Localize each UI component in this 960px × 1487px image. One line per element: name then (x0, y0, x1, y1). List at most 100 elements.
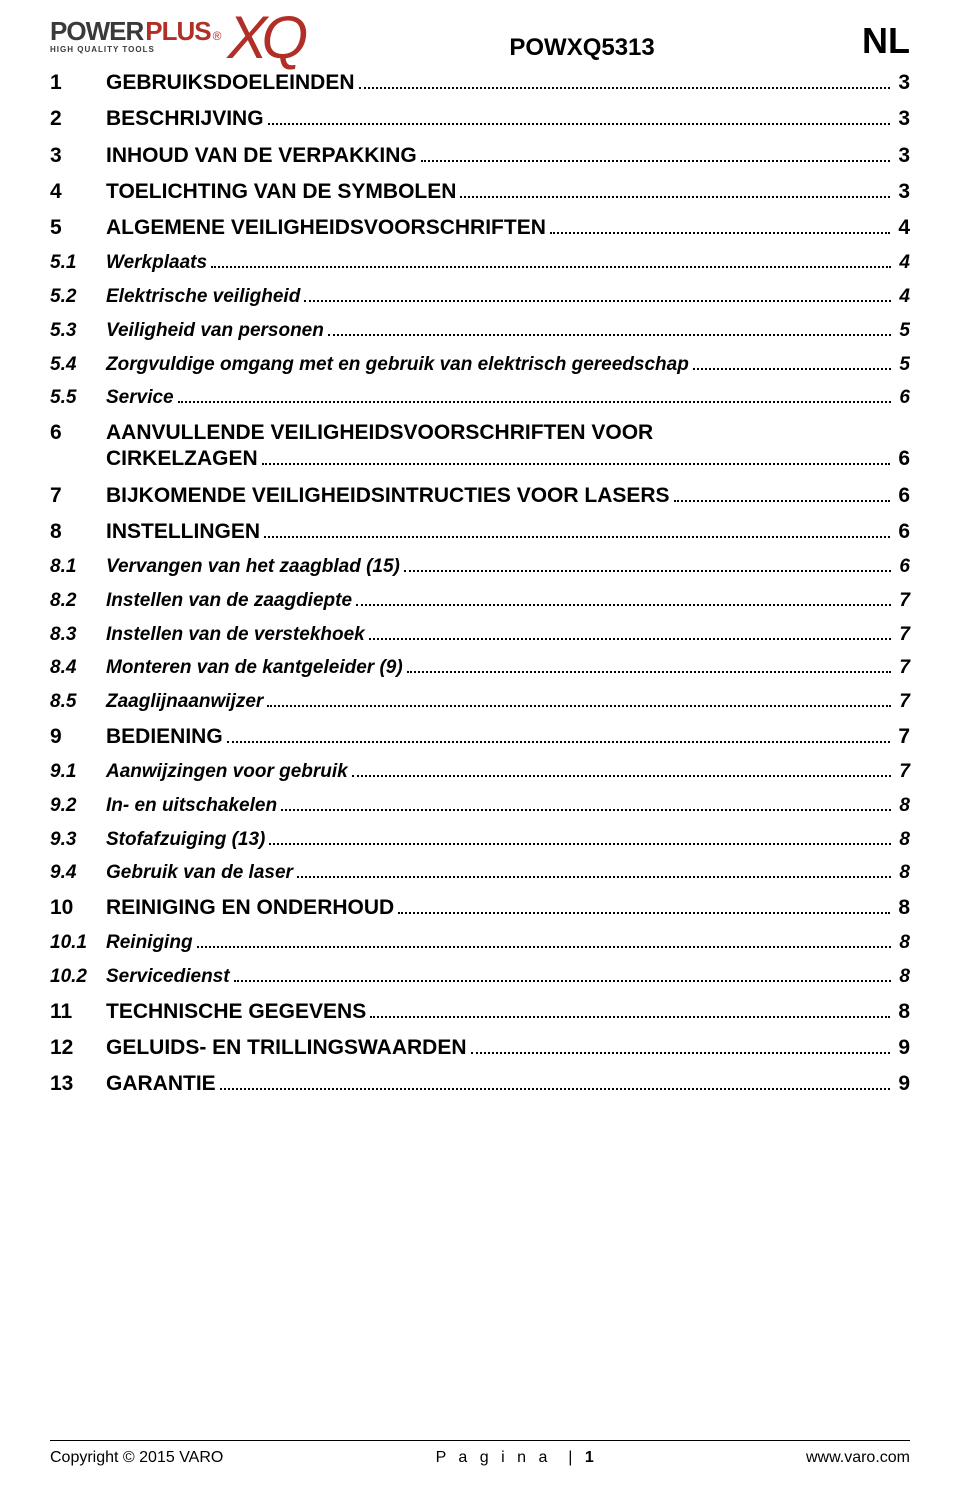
toc-title: Stofafzuiging (13) (106, 828, 265, 852)
toc-page: 9 (894, 1071, 910, 1097)
toc-row: 10REINIGING EN ONDERHOUD 8 (50, 895, 910, 921)
page-footer: Copyright © 2015 VARO P a g i n a | 1 ww… (50, 1440, 910, 1467)
toc-leader (407, 658, 892, 673)
toc-row: 9.3Stofafzuiging (13)8 (50, 828, 910, 852)
toc-title: Servicedienst (106, 965, 230, 989)
toc-leader (370, 1001, 890, 1018)
toc-title: Aanwijzingen voor gebruik (106, 760, 348, 784)
toc-title: GELUIDS- EN TRILLINGSWAARDEN (106, 1035, 467, 1061)
toc-page: 5 (895, 319, 910, 343)
toc-leader (262, 448, 891, 465)
brand-logo: POWER PLUS ® HIGH QUALITY TOOLS XQ (50, 14, 302, 62)
toc-leader (359, 72, 891, 89)
toc-leader (328, 321, 892, 336)
toc-row: 7BIJKOMENDE VEILIGHEIDSINTRUCTIES VOOR L… (50, 483, 910, 509)
powerplus-logo: POWER PLUS ® HIGH QUALITY TOOLS (50, 14, 221, 54)
toc-page: 8 (894, 895, 910, 921)
toc-page: 6 (894, 519, 910, 545)
toc-page: 6 (894, 483, 910, 509)
toc-leader (369, 624, 892, 639)
toc-leader (281, 796, 891, 811)
footer-center: P a g i n a | 1 (436, 1449, 594, 1467)
toc-row: 5.2Elektrische veiligheid4 (50, 285, 910, 309)
toc-title: TOELICHTING VAN DE SYMBOLEN (106, 179, 456, 205)
toc-title: BEDIENING (106, 724, 223, 750)
toc-row: 10.2Servicedienst 8 (50, 965, 910, 989)
toc-number: 9.3 (50, 828, 106, 852)
toc-title: Gebruik van de laser (106, 861, 293, 885)
toc-number: 9.1 (50, 760, 106, 784)
toc-number: 10 (50, 895, 106, 921)
toc-page: 4 (895, 251, 910, 275)
toc-number: 1 (50, 70, 106, 96)
toc-title: TECHNISCHE GEGEVENS (106, 999, 366, 1025)
toc-page: 8 (895, 931, 910, 955)
toc-number: 10.1 (50, 931, 106, 955)
toc-page: 3 (894, 70, 910, 96)
toc-page: 7 (895, 589, 910, 613)
toc-number: 8.2 (50, 589, 106, 613)
toc-page: 6 (894, 446, 910, 472)
toc-number: 13 (50, 1071, 106, 1097)
toc-row: 10.1Reiniging8 (50, 931, 910, 955)
toc-page: 9 (894, 1035, 910, 1061)
table-of-contents: 1GEBRUIKSDOELEINDEN3 2BESCHRIJVING 3 3INHOU… (50, 70, 910, 1098)
toc-title: Veiligheid van personen (106, 319, 324, 343)
toc-leader (297, 863, 892, 878)
header-lang: NL (862, 14, 910, 62)
toc-row: 5.1Werkplaats4 (50, 251, 910, 275)
toc-title-block: AANVULLENDE VEILIGHEIDSVOORSCHRIFTEN VOO… (106, 420, 910, 473)
toc-row: 9.2In- en uitschakelen8 (50, 794, 910, 818)
toc-leader (460, 181, 890, 198)
toc-row: 1GEBRUIKSDOELEINDEN3 (50, 70, 910, 96)
toc-row: 6AANVULLENDE VEILIGHEIDSVOORSCHRIFTEN VO… (50, 420, 910, 473)
toc-row: 5.4Zorgvuldige omgang met en gebruik van… (50, 353, 910, 377)
toc-title: INSTELLINGEN (106, 519, 260, 545)
toc-leader (178, 388, 892, 403)
toc-number: 6 (50, 420, 106, 446)
toc-page: 6 (895, 555, 910, 579)
toc-page: 5 (895, 353, 910, 377)
toc-leader (421, 145, 891, 162)
toc-row: 9.1Aanwijzingen voor gebruik7 (50, 760, 910, 784)
toc-number: 5.1 (50, 251, 106, 275)
toc-leader (197, 933, 892, 948)
xq-logo: XQ (227, 14, 302, 62)
toc-title: In- en uitschakelen (106, 794, 277, 818)
toc-number: 8.4 (50, 656, 106, 680)
toc-page: 4 (895, 285, 910, 309)
toc-row: 8.5Zaaglijnaanwijzer7 (50, 690, 910, 714)
toc-number: 2 (50, 106, 106, 132)
toc-number: 5 (50, 215, 106, 241)
logo-tagline: HIGH QUALITY TOOLS (50, 45, 221, 54)
toc-leader (693, 354, 892, 369)
toc-row: 8.3Instellen van de verstekhoek7 (50, 623, 910, 647)
toc-row: 9BEDIENING 7 (50, 724, 910, 750)
toc-title: AANVULLENDE VEILIGHEIDSVOORSCHRIFTEN VOO… (106, 420, 910, 446)
toc-number: 5.5 (50, 386, 106, 410)
toc-title: BESCHRIJVING (106, 106, 264, 132)
toc-title: Monteren van de kantgeleider (9) (106, 656, 403, 680)
page-container: POWER PLUS ® HIGH QUALITY TOOLS XQ POWXQ… (0, 0, 960, 1487)
toc-leader (264, 521, 890, 538)
toc-page: 7 (894, 724, 910, 750)
toc-number: 11 (50, 999, 106, 1025)
toc-row: 11TECHNISCHE GEGEVENS8 (50, 999, 910, 1025)
toc-number: 9.4 (50, 861, 106, 885)
footer-page-separator: | (560, 1449, 585, 1466)
toc-page: 7 (895, 690, 910, 714)
toc-number: 7 (50, 483, 106, 509)
toc-row: 8.1Vervangen van het zaagblad (15)6 (50, 555, 910, 579)
toc-number: 10.2 (50, 965, 106, 989)
toc-title-cont: CIRKELZAGEN (106, 446, 258, 472)
toc-page: 8 (895, 965, 910, 989)
toc-title: Service (106, 386, 174, 410)
toc-row: 8.2Instellen van de zaagdiepte7 (50, 589, 910, 613)
toc-row: 3INHOUD VAN DE VERPAKKING3 (50, 143, 910, 169)
toc-number: 5.4 (50, 353, 106, 377)
toc-number: 4 (50, 179, 106, 205)
toc-title: REINIGING EN ONDERHOUD (106, 895, 394, 921)
toc-row: 13GARANTIE9 (50, 1071, 910, 1097)
toc-page: 6 (895, 386, 910, 410)
toc-number: 9 (50, 724, 106, 750)
